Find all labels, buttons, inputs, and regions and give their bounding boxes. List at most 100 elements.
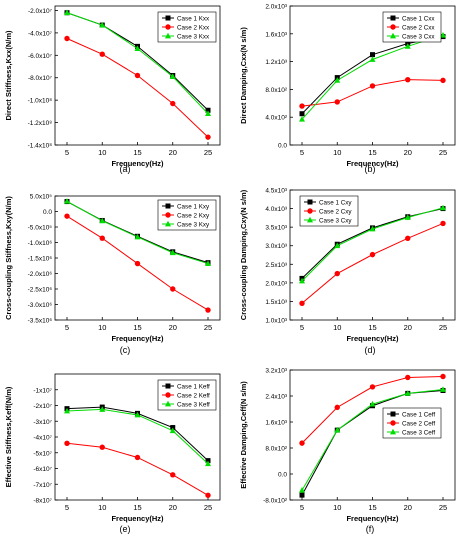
data-point-case-3: [369, 56, 376, 62]
y-tick-label: -1x10⁷: [33, 387, 52, 394]
panel-label: (a): [120, 164, 131, 174]
data-point-case-3: [99, 406, 106, 412]
data-point-case-3: [299, 116, 305, 122]
legend-marker: [165, 392, 171, 398]
legend-marker: [390, 15, 396, 21]
data-point-case-3: [64, 407, 70, 414]
data-point-case-2: [134, 72, 141, 79]
data-point-case-2: [134, 260, 141, 267]
x-tick-label: 15: [133, 148, 141, 157]
legend-marker: [390, 428, 396, 435]
x-tick-label: 10: [98, 323, 106, 332]
data-point-case-3: [169, 73, 176, 80]
x-tick-label: 25: [439, 503, 447, 512]
y-tick-label: 2.5x10³: [265, 262, 288, 269]
data-point-case-2: [299, 440, 305, 446]
y-tick-label: -1.2x10⁸: [28, 120, 53, 127]
data-point-case-2: [99, 51, 105, 57]
x-tick-label: 10: [333, 148, 341, 157]
data-point-case-2: [64, 213, 70, 219]
data-point-case-3: [205, 460, 211, 467]
data-point-case-2: [369, 384, 376, 390]
chart-panel-5: -1x10⁷ -2x10⁷ -3x10⁷ -4x10⁷ -5x10⁷ -6x10⁷ -7x1…: [4, 373, 221, 534]
y-tick-label: 2.4x10³: [265, 394, 288, 401]
legend-label: Case 1 Kxy: [177, 203, 210, 210]
panel-label: (c): [120, 345, 131, 355]
data-point-case-2: [440, 77, 446, 84]
y-tick-label: 3.0x10³: [265, 243, 288, 250]
y-tick-label: -8.0x10²: [263, 498, 288, 505]
x-tick-label: 5: [65, 148, 69, 157]
chart-panel-6: -8.0x10² 0.0 8.0x10² 1.6x10³ 2.4x10³ 3.2x10³ 5…: [239, 368, 456, 534]
y-axis-label: Cross-coupling Stiffness,Kxy(N/m): [4, 196, 13, 320]
x-tick-label: 25: [204, 323, 212, 332]
y-tick-label: -8.0x10⁷: [28, 75, 53, 82]
y-tick-label: -2.0x10⁶: [28, 271, 53, 278]
y-tick-label: -7x10⁷: [33, 482, 52, 489]
legend-marker: [390, 24, 396, 30]
y-tick-label: 8.0x10²: [265, 87, 288, 94]
data-point-case-3: [440, 31, 446, 38]
data-point-case-2: [299, 300, 305, 306]
chart-panel-2: 0.0 4.0x10² 8.0x10² 1.2x10³ 1.6x10³ 2.0x10³ 5 1…: [239, 4, 456, 174]
data-point-case-2: [205, 307, 211, 313]
data-point-case-2: [369, 83, 376, 89]
data-point-case-2: [334, 99, 340, 105]
y-tick-label: 4.5x10³: [265, 188, 288, 195]
y-tick-label: 8.0x10²: [265, 446, 288, 453]
y-axis-label: Direct Damping,Cxx(N s/m): [239, 27, 248, 124]
y-tick-label: 1.5x10³: [265, 299, 288, 306]
x-tick-label: 5: [65, 503, 69, 512]
data-point-case-3: [134, 411, 141, 418]
data-point-case-3: [440, 386, 446, 392]
legend-label: Case 3 Ceff: [402, 429, 435, 436]
data-point-case-3: [299, 487, 305, 493]
data-point-case-3: [299, 277, 305, 284]
data-point-case-3: [134, 45, 141, 51]
y-tick-label: -2x10⁷: [33, 403, 52, 410]
data-point-case-3: [134, 233, 141, 240]
data-point-case-2: [405, 235, 411, 241]
x-tick-label: 20: [404, 148, 412, 157]
data-point-case-3: [440, 204, 446, 211]
legend-label: Case 1 Kxx: [177, 15, 210, 22]
data-point-case-2: [205, 492, 211, 498]
data-point-case-2: [405, 76, 411, 83]
data-point-case-2: [205, 134, 211, 140]
x-tick-label: 5: [300, 323, 304, 332]
y-tick-label: -3.0x10⁶: [28, 302, 53, 309]
x-axis-label: Frequency(Hz): [346, 159, 399, 168]
y-tick-label: 3.2x10³: [265, 368, 288, 375]
y-tick-label: 3.5x10³: [265, 225, 288, 232]
x-tick-label: 15: [368, 503, 376, 512]
data-point-case-3: [169, 249, 176, 256]
data-point-case-1: [370, 52, 375, 58]
legend-label: Case 2 Ceff: [402, 420, 435, 427]
data-point-case-2: [99, 444, 105, 450]
y-tick-label: 1.6x10³: [265, 31, 288, 38]
series-line-case-2: [66, 38, 209, 138]
y-tick-label: -1.0x10⁶: [28, 240, 53, 247]
legend-label: Case 1 Cxy: [319, 199, 352, 206]
x-axis-label: Frequency(Hz): [346, 514, 399, 523]
y-tick-label: -3.5x10⁶: [28, 318, 53, 325]
x-tick-label: 20: [169, 503, 177, 512]
data-point-case-3: [64, 198, 70, 204]
y-tick-label: -5.0x10⁵: [28, 225, 53, 232]
legend-label: Case 3 Kxx: [177, 33, 210, 40]
series-line-case-2: [301, 222, 444, 304]
y-tick-label: 2.0x10³: [265, 280, 288, 287]
data-point-case-2: [134, 454, 141, 461]
data-point-case-2: [99, 235, 105, 241]
y-tick-label: 2.0x10³: [265, 4, 288, 11]
data-point-case-2: [299, 103, 305, 109]
x-tick-label: 5: [65, 323, 69, 332]
y-tick-label: 4.0x10²: [265, 115, 288, 122]
series-line-case-2: [66, 442, 209, 496]
x-tick-label: 25: [439, 148, 447, 157]
x-tick-label: 15: [368, 148, 376, 157]
data-point-case-3: [334, 77, 341, 83]
legend-label: Case 1 Cxx: [402, 15, 435, 22]
y-tick-label: 1.0x10³: [265, 318, 288, 325]
data-point-case-3: [334, 426, 341, 433]
